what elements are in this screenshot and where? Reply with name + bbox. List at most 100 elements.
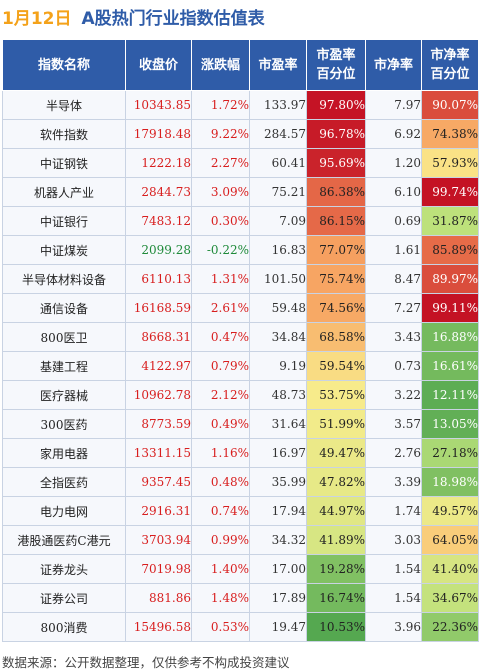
pe-percentile-cell: 86.15% (306, 206, 366, 236)
pb-percentile-cell: 89.97% (421, 264, 479, 294)
pb-percentile-cell: 12.11% (421, 380, 479, 410)
table-row: 800消费 15496.58 0.53% 19.47 10.53% 3.96 22.36% (2, 612, 479, 642)
table-row: 证券公司 881.86 1.48% 17.89 16.74% 1.54 34.67% (2, 583, 479, 613)
close-price-cell: 3703.94 (125, 525, 192, 555)
table-row: 港股通医药C港元 3703.94 0.99% 34.32 41.89% 3.03 64.05… (2, 525, 479, 555)
pb-percentile-cell: 41.40% (421, 554, 479, 584)
table-row: 中证煤炭 2099.28 -0.22% 16.83 77.07% 1.61 85.89% (2, 235, 479, 265)
pb-cell: 1.61 (365, 235, 422, 265)
table-row: 中证银行 7483.12 0.30% 7.09 86.15% 0.69 31.87% (2, 206, 479, 236)
pb-percentile-cell: 16.61% (421, 351, 479, 381)
change-pct-cell: 9.22% (191, 119, 250, 149)
pe-cell: 9.19 (249, 351, 307, 381)
pe-cell: 16.83 (249, 235, 307, 265)
close-price-cell: 13311.15 (125, 438, 192, 468)
pb-cell: 1.54 (365, 583, 422, 613)
pb-percentile-cell: 74.38% (421, 119, 479, 149)
pb-percentile-cell: 31.87% (421, 206, 479, 236)
index-name-cell: 家用电器 (2, 438, 126, 468)
close-price-cell: 1222.18 (125, 148, 192, 178)
pb-percentile-cell: 90.07% (421, 90, 479, 120)
pb-cell: 7.97 (365, 90, 422, 120)
header-pb-percentile: 市净率 百分位 (421, 39, 479, 91)
close-price-cell: 15496.58 (125, 612, 192, 642)
pb-cell: 0.69 (365, 206, 422, 236)
index-name-cell: 中证银行 (2, 206, 126, 236)
index-name-cell: 半导体材料设备 (2, 264, 126, 294)
index-name-cell: 全指医药 (2, 467, 126, 497)
pb-cell: 3.43 (365, 322, 422, 352)
pb-percentile-cell: 16.88% (421, 322, 479, 352)
index-name-cell: 机器人产业 (2, 177, 126, 207)
pe-cell: 101.50 (249, 264, 307, 294)
change-pct-cell: 1.31% (191, 264, 250, 294)
change-pct-cell: 0.49% (191, 409, 250, 439)
index-name-cell: 800医卫 (2, 322, 126, 352)
index-name-cell: 软件指数 (2, 119, 126, 149)
close-price-cell: 16168.59 (125, 293, 192, 323)
change-pct-cell: 0.99% (191, 525, 250, 555)
pb-percentile-cell: 18.98% (421, 467, 479, 497)
pe-percentile-cell: 19.28% (306, 554, 366, 584)
index-name-cell: 通信设备 (2, 293, 126, 323)
index-name-cell: 半导体 (2, 90, 126, 120)
pb-cell: 3.57 (365, 409, 422, 439)
index-name-cell: 港股通医药C港元 (2, 525, 126, 555)
pe-percentile-cell: 16.74% (306, 583, 366, 613)
table-row: 家用电器 13311.15 1.16% 16.97 49.47% 2.76 27.18% (2, 438, 479, 468)
close-price-cell: 8668.31 (125, 322, 192, 352)
change-pct-cell: 1.16% (191, 438, 250, 468)
pe-cell: 34.84 (249, 322, 307, 352)
pb-cell: 1.20 (365, 148, 422, 178)
pb-cell: 2.76 (365, 438, 422, 468)
pb-cell: 8.47 (365, 264, 422, 294)
data-source-note: 数据来源：公开数据整理，仅供参考不构成投资建议 (2, 655, 290, 670)
pe-percentile-cell: 41.89% (306, 525, 366, 555)
header-row: 指数名称 收盘价 涨跌幅 市盈率 市盈率 百分位 市净率 市净率 百分位 (2, 39, 479, 91)
pe-percentile-cell: 44.97% (306, 496, 366, 526)
table-row: 通信设备 16168.59 2.61% 59.48 74.56% 7.27 99.11% (2, 293, 479, 323)
table-row: 半导体材料设备 6110.13 1.31% 101.50 75.74% 8.47 89.97… (2, 264, 479, 294)
close-price-cell: 8773.59 (125, 409, 192, 439)
close-price-cell: 10962.78 (125, 380, 192, 410)
close-price-cell: 2099.28 (125, 235, 192, 265)
pe-percentile-cell: 96.78% (306, 119, 366, 149)
close-price-cell: 7019.98 (125, 554, 192, 584)
pb-cell: 3.96 (365, 612, 422, 642)
index-name-cell: 800消费 (2, 612, 126, 642)
pe-cell: 17.00 (249, 554, 307, 584)
table-row: 半导体 10343.85 1.72% 133.97 97.80% 7.97 90.07% (2, 90, 479, 120)
close-price-cell: 10343.85 (125, 90, 192, 120)
table-body: 半导体 10343.85 1.72% 133.97 97.80% 7.97 90.07% 软件… (2, 90, 479, 642)
pe-percentile-cell: 59.54% (306, 351, 366, 381)
close-price-cell: 7483.12 (125, 206, 192, 236)
change-pct-cell: 0.47% (191, 322, 250, 352)
close-price-cell: 9357.45 (125, 467, 192, 497)
pb-cell: 3.22 (365, 380, 422, 410)
close-price-cell: 6110.13 (125, 264, 192, 294)
pb-cell: 6.92 (365, 119, 422, 149)
pe-cell: 59.48 (249, 293, 307, 323)
table-row: 基建工程 4122.97 0.79% 9.19 59.54% 0.73 16.61% (2, 351, 479, 381)
table-row: 800医卫 8668.31 0.47% 34.84 68.58% 3.43 16.88% (2, 322, 479, 352)
pb-cell: 1.54 (365, 554, 422, 584)
index-name-cell: 电力电网 (2, 496, 126, 526)
change-pct-cell: 2.61% (191, 293, 250, 323)
pb-percentile-cell: 64.05% (421, 525, 479, 555)
pb-percentile-cell: 22.36% (421, 612, 479, 642)
change-pct-cell: 2.12% (191, 380, 250, 410)
pb-cell: 3.03 (365, 525, 422, 555)
pb-cell: 7.27 (365, 293, 422, 323)
pe-percentile-cell: 47.82% (306, 467, 366, 497)
change-pct-cell: 1.48% (191, 583, 250, 613)
title-date: 1月12日 (2, 8, 72, 29)
pe-cell: 16.97 (249, 438, 307, 468)
pe-cell: 35.99 (249, 467, 307, 497)
table-row: 证券龙头 7019.98 1.40% 17.00 19.28% 1.54 41.40% (2, 554, 479, 584)
pe-percentile-cell: 77.07% (306, 235, 366, 265)
change-pct-cell: 3.09% (191, 177, 250, 207)
table-row: 全指医药 9357.45 0.48% 35.99 47.82% 3.39 18.98% (2, 467, 479, 497)
pe-percentile-cell: 53.75% (306, 380, 366, 410)
header-index-name: 指数名称 (2, 39, 126, 91)
index-name-cell: 证券龙头 (2, 554, 126, 584)
